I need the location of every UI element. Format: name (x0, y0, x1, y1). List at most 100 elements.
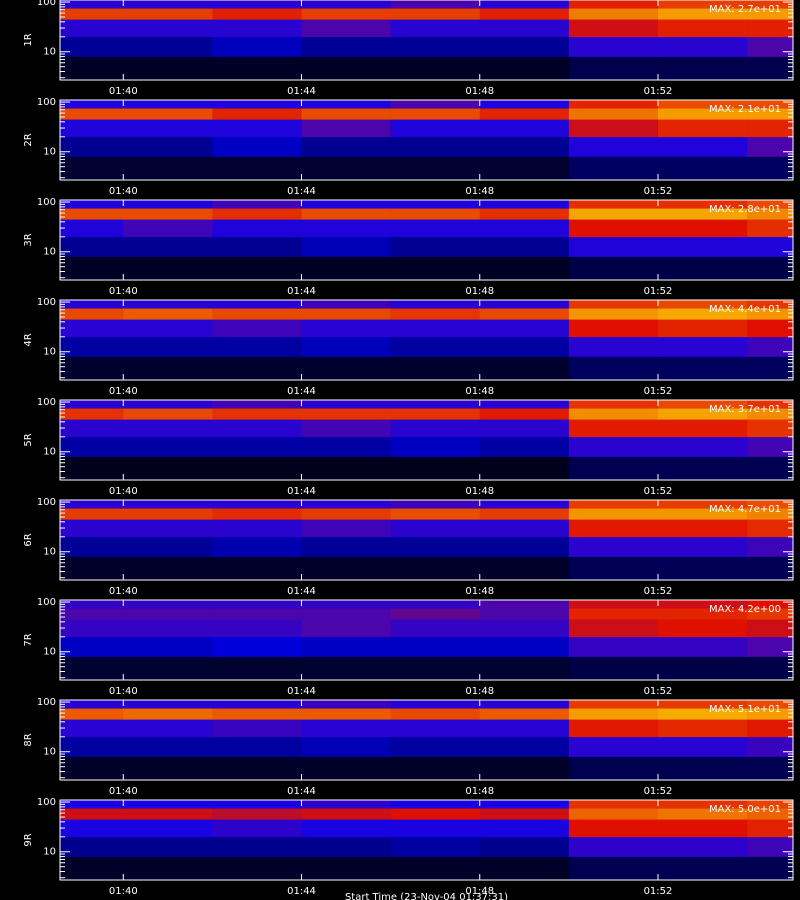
heat-cell (568, 300, 659, 309)
heat-cell (479, 656, 570, 681)
heat-cell (747, 419, 794, 438)
heat-cell (568, 256, 659, 281)
heat-cell (301, 336, 391, 357)
heat-cell (479, 756, 570, 781)
heat-cell (123, 619, 213, 638)
y-axis-label: 6R (23, 533, 34, 546)
heat-cell (390, 436, 481, 457)
heat-cell (212, 836, 302, 857)
x-tick-label: 01:40 (109, 586, 138, 597)
x-tick-label: 01:52 (644, 486, 673, 497)
heat-cell (390, 556, 481, 581)
heat-cell (747, 336, 794, 357)
heat-cell (60, 808, 124, 820)
x-tick-label: 01:44 (287, 186, 316, 197)
heat-cell (301, 236, 391, 257)
heat-cell (60, 819, 124, 838)
heat-cell (747, 400, 794, 409)
heat-cell (301, 508, 391, 520)
heat-cell (747, 300, 794, 309)
heat-cell (301, 400, 391, 409)
heat-cell (123, 436, 213, 457)
heat-cell (568, 8, 659, 20)
heat-cell (212, 319, 302, 338)
heat-cell (301, 700, 391, 709)
heat-cell (212, 508, 302, 520)
heat-cell (390, 700, 481, 709)
heat-cell (747, 800, 794, 809)
heat-cell (301, 308, 391, 320)
heat-cell (301, 200, 391, 209)
heat-cell (123, 608, 213, 620)
heat-cell (657, 800, 748, 809)
heat-cell (747, 156, 794, 181)
heat-cell (747, 119, 794, 138)
heat-cell (657, 56, 748, 81)
heat-cell (479, 508, 570, 520)
heat-cell (60, 636, 124, 657)
heat-cell (390, 408, 481, 420)
x-tick-label: 01:44 (287, 486, 316, 497)
heat-cell (568, 819, 659, 838)
heat-cell (390, 619, 481, 638)
heat-cell (568, 236, 659, 257)
x-tick-label: 01:48 (465, 886, 494, 897)
y-tick-label: 10 (43, 547, 56, 558)
heat-cell (301, 219, 391, 238)
heat-cell (479, 8, 570, 20)
heat-cell (60, 36, 124, 57)
heat-cell (568, 508, 659, 520)
heat-cell (568, 756, 659, 781)
x-tick-label: 01:44 (287, 886, 316, 897)
heat-cell (390, 319, 481, 338)
heat-cell (123, 736, 213, 757)
heat-cell (123, 719, 213, 738)
heat-cell (568, 708, 659, 720)
heat-cell (747, 356, 794, 381)
heat-cell (212, 819, 302, 838)
heat-cell (390, 819, 481, 838)
heat-cell (657, 600, 748, 609)
heat-cell (301, 156, 391, 181)
heat-cell (390, 708, 481, 720)
heat-cell (60, 108, 124, 120)
heat-cell (301, 856, 391, 881)
heat-cell (568, 219, 659, 238)
y-axis-label: 2R (23, 133, 34, 146)
heat-cell (657, 219, 748, 238)
y-tick-label: 10 (43, 747, 56, 758)
heat-cell (60, 356, 124, 381)
max-label: MAX: 4.4e+01 (709, 304, 781, 315)
heat-cell (657, 500, 748, 509)
heat-cell (568, 519, 659, 538)
heat-cell (390, 0, 481, 9)
heat-cell (568, 419, 659, 438)
heat-cell (568, 456, 659, 481)
y-tick-label: 100 (37, 297, 56, 308)
heat-cell (60, 300, 124, 309)
y-axis-label: 7R (23, 633, 34, 646)
x-tick-label: 01:40 (109, 486, 138, 497)
heat-cell (657, 356, 748, 381)
y-tick-label: 100 (37, 697, 56, 708)
plot-frame (59, 99, 794, 181)
x-tick-label: 01:48 (465, 286, 494, 297)
max-label: MAX: 4.7e+01 (709, 504, 781, 515)
heat-cell (212, 56, 302, 81)
heat-cell (212, 519, 302, 538)
heat-cell (747, 36, 794, 57)
heat-cell (60, 656, 124, 681)
heat-cell (123, 519, 213, 538)
heat-cell (60, 419, 124, 438)
heat-cell (123, 219, 213, 238)
heat-cell (657, 8, 748, 20)
heat-cell (568, 436, 659, 457)
heat-cell (301, 500, 391, 509)
heat-cell (657, 236, 748, 257)
heat-cell (747, 836, 794, 857)
heat-cell (301, 719, 391, 738)
heat-cell (479, 519, 570, 538)
y-tick-label: 100 (37, 397, 56, 408)
heat-cell (301, 408, 391, 420)
max-label: MAX: 5.1e+01 (709, 704, 781, 715)
